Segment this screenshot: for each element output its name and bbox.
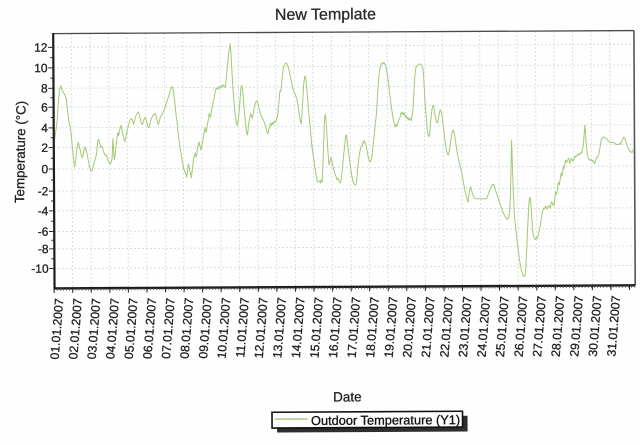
svg-text:-8: -8 bbox=[38, 242, 49, 256]
svg-text:06.01.2007: 06.01.2007 bbox=[140, 297, 159, 359]
svg-text:4: 4 bbox=[41, 121, 48, 135]
svg-text:6: 6 bbox=[41, 100, 48, 114]
svg-text:14.01.2007: 14.01.2007 bbox=[289, 297, 308, 359]
svg-text:02.01.2007: 02.01.2007 bbox=[66, 298, 85, 360]
svg-text:10: 10 bbox=[34, 61, 48, 75]
svg-text:07.01.2007: 07.01.2007 bbox=[159, 297, 178, 359]
svg-text:21.01.2007: 21.01.2007 bbox=[419, 296, 438, 358]
svg-text:17.01.2007: 17.01.2007 bbox=[345, 296, 364, 358]
svg-text:-4: -4 bbox=[38, 204, 49, 218]
svg-text:Outdoor Temperature (Y1): Outdoor Temperature (Y1) bbox=[311, 412, 460, 428]
svg-text:22.01.2007: 22.01.2007 bbox=[437, 296, 456, 358]
svg-text:-10: -10 bbox=[31, 262, 49, 276]
svg-text:01.01.2007: 01.01.2007 bbox=[48, 298, 67, 360]
svg-text:20.01.2007: 20.01.2007 bbox=[400, 296, 419, 358]
svg-text:Temperature (°C): Temperature (°C) bbox=[12, 101, 29, 203]
svg-text:16.01.2007: 16.01.2007 bbox=[326, 296, 345, 358]
svg-text:Date: Date bbox=[333, 389, 362, 404]
svg-text:31.01.2007: 31.01.2007 bbox=[604, 295, 623, 357]
svg-text:18.01.2007: 18.01.2007 bbox=[363, 296, 382, 358]
svg-text:12: 12 bbox=[34, 41, 48, 55]
svg-text:10.01.2007: 10.01.2007 bbox=[215, 297, 234, 359]
svg-text:8: 8 bbox=[41, 82, 48, 96]
svg-text:26.01.2007: 26.01.2007 bbox=[512, 295, 531, 357]
svg-text:25.01.2007: 25.01.2007 bbox=[493, 295, 512, 357]
svg-text:30.01.2007: 30.01.2007 bbox=[586, 295, 605, 357]
svg-text:0: 0 bbox=[41, 162, 48, 176]
svg-text:29.01.2007: 29.01.2007 bbox=[567, 295, 586, 357]
svg-text:12.01.2007: 12.01.2007 bbox=[252, 297, 271, 359]
svg-text:15.01.2007: 15.01.2007 bbox=[307, 296, 326, 358]
svg-text:28.01.2007: 28.01.2007 bbox=[549, 295, 568, 357]
svg-text:09.01.2007: 09.01.2007 bbox=[196, 297, 215, 359]
svg-text:2: 2 bbox=[41, 141, 48, 155]
svg-text:27.01.2007: 27.01.2007 bbox=[530, 295, 549, 357]
svg-text:03.01.2007: 03.01.2007 bbox=[85, 298, 104, 360]
svg-text:New Template: New Template bbox=[275, 6, 376, 24]
svg-text:23.01.2007: 23.01.2007 bbox=[456, 296, 475, 358]
svg-text:11.01.2007: 11.01.2007 bbox=[233, 297, 252, 358]
svg-text:19.01.2007: 19.01.2007 bbox=[382, 296, 401, 358]
svg-text:08.01.2007: 08.01.2007 bbox=[178, 297, 197, 359]
svg-text:13.01.2007: 13.01.2007 bbox=[270, 297, 289, 359]
svg-text:04.01.2007: 04.01.2007 bbox=[103, 298, 122, 360]
svg-text:-6: -6 bbox=[38, 225, 49, 239]
svg-text:24.01.2007: 24.01.2007 bbox=[475, 296, 494, 358]
svg-text:05.01.2007: 05.01.2007 bbox=[122, 297, 141, 359]
svg-text:-2: -2 bbox=[38, 184, 49, 198]
